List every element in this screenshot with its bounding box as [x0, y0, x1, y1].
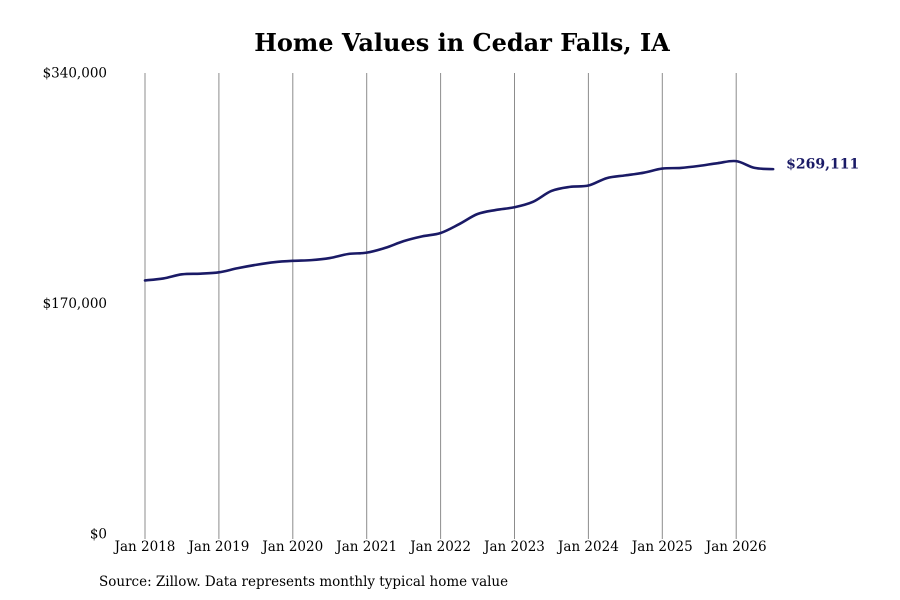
source-note: Source: Zillow. Data represents monthly … [99, 574, 509, 590]
x-tick-label: Jan 2024 [556, 539, 619, 555]
end-value-label: $269,111 [786, 157, 859, 173]
y-tick-label: $170,000 [43, 296, 107, 312]
y-tick-label: $340,000 [43, 66, 107, 82]
gridlines [144, 73, 737, 539]
series-layer [143, 159, 775, 282]
series-line [143, 159, 775, 282]
x-tick-label: Jan 2022 [408, 539, 471, 555]
x-tick-label: Jan 2020 [260, 539, 323, 555]
data-labels: $269,111 [786, 157, 859, 173]
x-tick-label: Jan 2025 [630, 539, 693, 555]
y-tick-label: $0 [90, 527, 107, 543]
x-tick-label: Jan 2023 [482, 539, 545, 555]
x-tick-label: Jan 2021 [334, 539, 397, 555]
x-tick-label: Jan 2026 [704, 539, 767, 555]
x-axis-ticks: Jan 2018 Jan 2019 Jan 2020 Jan 2021 Jan 2022… [113, 539, 767, 555]
y-axis-ticks: $0 $170,000 $340,000 [43, 66, 107, 543]
x-tick-label: Jan 2019 [186, 539, 249, 555]
x-tick-label: Jan 2018 [113, 539, 176, 555]
chart-title: Home Values in Cedar Falls, IA [254, 28, 670, 57]
